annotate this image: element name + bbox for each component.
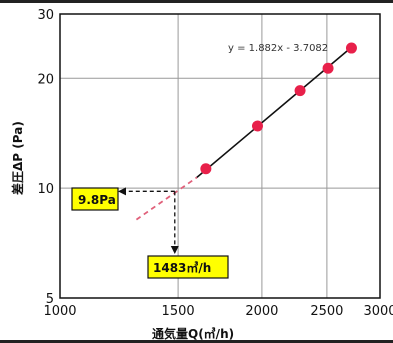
y-annotation: 9.8Pa [71,187,119,211]
data-point [345,42,357,54]
y-tick-label: 5 [46,292,54,307]
y-annotation-box [71,187,119,211]
y-tick-label: 10 [37,182,54,197]
data-point [294,85,306,97]
top-border [0,0,393,3]
x-tick-label: 1500 [162,304,195,319]
bottom-border [0,340,393,343]
data-point [200,163,212,175]
ticks: 1000 1500 2000 2500 3000 5 10 20 30 [37,8,393,319]
y-tick-label: 30 [37,8,54,23]
x-guide-arrow [170,246,179,254]
x-tick-label: 2500 [310,304,343,319]
x-axis-label: 通気量Q(㎥/h) [152,326,234,341]
x-annotation-label: 1483㎥/h [153,260,211,275]
y-axis-label: 差圧ΔP (Pa) [10,121,25,196]
y-guide-arrow [118,187,126,196]
x-tick-label: 2000 [245,304,278,319]
data-points [200,42,357,175]
x-tick-label: 1000 [43,304,76,319]
lines [118,44,355,254]
regression-equation: y = 1.882x - 3.7082 [228,43,328,54]
x-annotation: 1483㎥/h [147,255,229,279]
plot-frame [59,13,381,299]
x-annotation-box [147,255,229,279]
data-point [251,120,263,132]
grid [60,14,380,298]
data-point [322,62,334,74]
x-tick-label: 3000 [363,304,393,319]
extrapolation-line [135,176,198,221]
y-annotation-label: 9.8Pa [78,193,116,207]
y-tick-label: 20 [37,72,54,87]
